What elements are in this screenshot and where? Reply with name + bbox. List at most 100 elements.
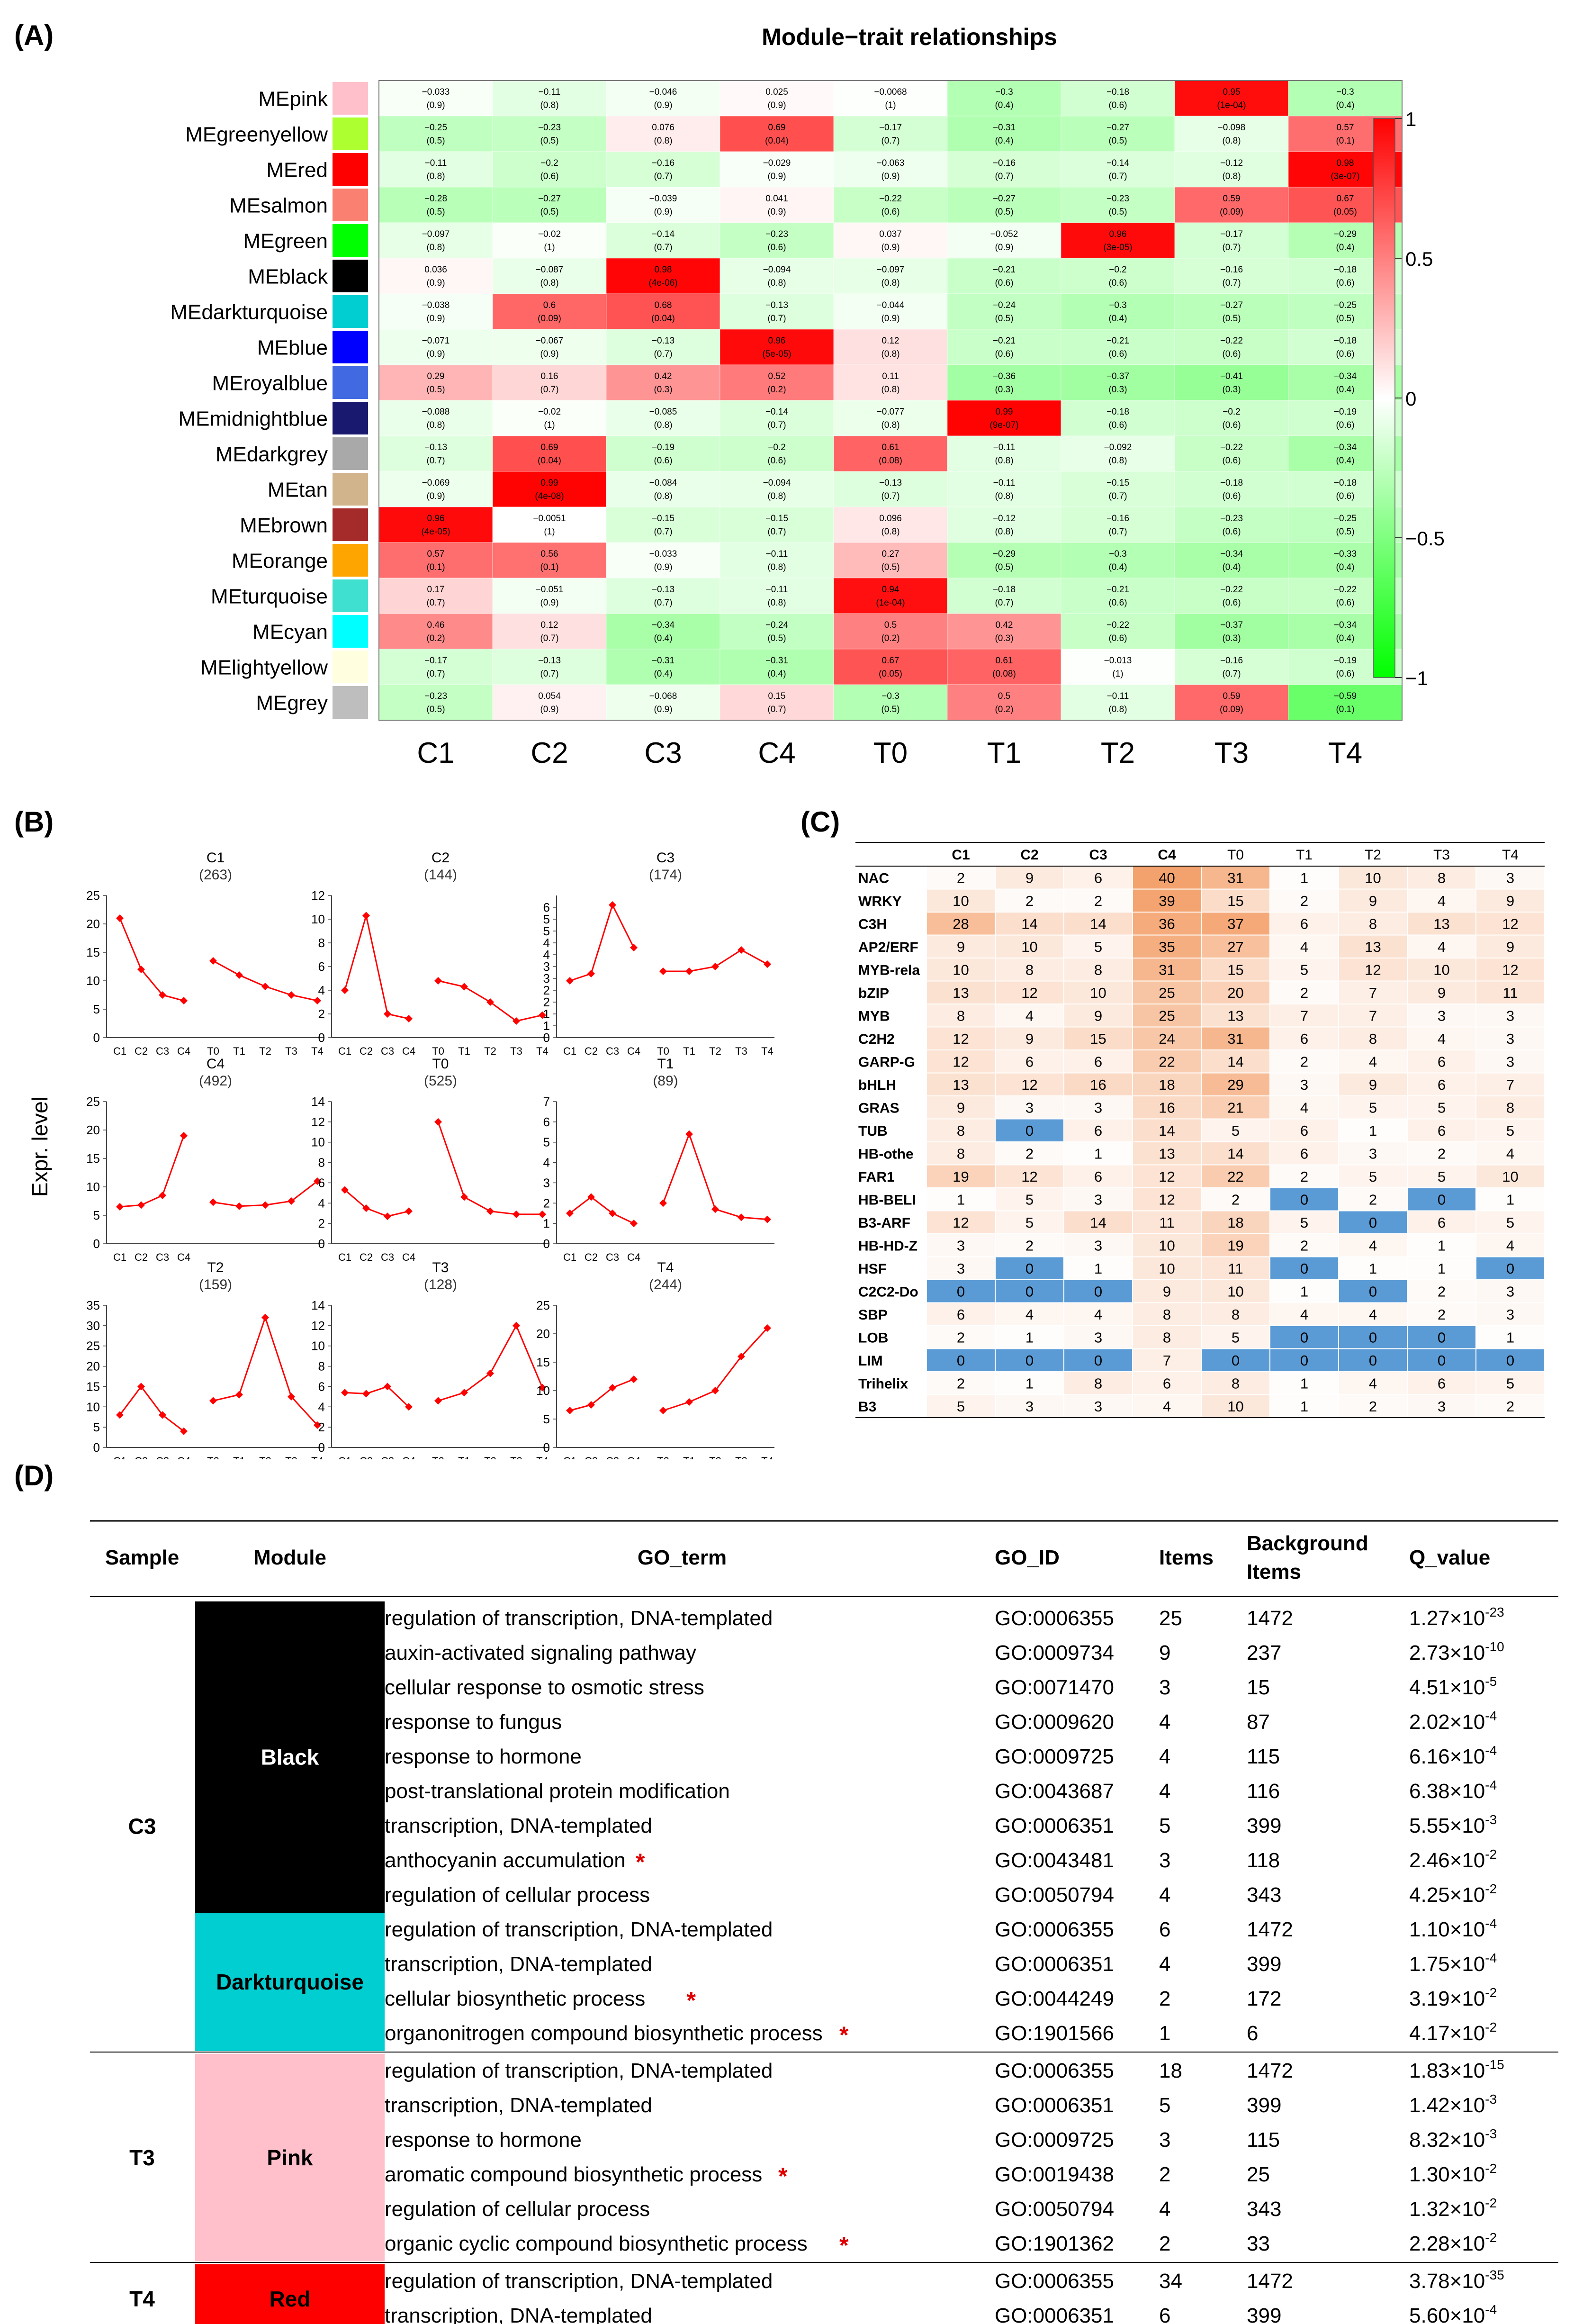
heatmap-cell-p: (0.7) [540,385,558,395]
table-col-header: T1 [1296,847,1313,863]
expr-point [314,1177,321,1185]
tf-family-label: LOB [858,1330,888,1346]
subplot-y-tick-label: 20 [86,1359,100,1374]
tf-count-cell [1202,867,1269,889]
heatmap-cell-r: 0.98 [655,265,672,275]
tf-count-cell [1133,1303,1201,1325]
subplot-y-tick-label: 2 [318,1007,325,1021]
go-items: 34 [1159,2270,1182,2293]
tf-count-cell [927,1027,995,1049]
heatmap-cell [378,435,493,472]
tf-count-cell [1064,1050,1132,1073]
heatmap-cell-r: −0.11 [1107,691,1129,701]
heatmap-cell [492,293,607,330]
heatmap-cell-r: −0.039 [649,194,677,204]
heatmap-cell-r: −0.094 [763,478,791,488]
heatmap-cell [492,649,607,685]
heatmap-cell-p: (0.7) [654,243,672,253]
heatmap-cell-p: (0.7) [1222,669,1241,679]
subplot-y-tick-label: 6 [318,959,325,974]
heatmap-cell-r: −0.11 [766,549,788,559]
q-mantissa: 2.02×10 [1409,1710,1485,1734]
heatmap-cell-p: (0.8) [654,136,672,146]
expr-point [209,1397,217,1405]
tf-count-value: 16 [1159,1099,1175,1116]
tf-count-cell [927,889,995,912]
expr-point [137,1201,145,1209]
table-col-header: T2 [1365,847,1381,863]
tf-count-value: 3 [1506,1306,1514,1323]
tf-family-label: LIM [858,1353,883,1369]
subplot-count: (244) [649,1277,682,1293]
heatmap-cell-p: (0.6) [995,349,1013,359]
tf-count-cell [1408,1372,1475,1394]
subplot-x-tick-label: C3 [606,1251,619,1263]
heatmap-cell-p: (0.1) [1336,136,1354,146]
heatmap-cell-p: (0.6) [1336,349,1354,359]
heatmap-cell-r: −0.084 [649,478,677,488]
tf-count-cell [927,1119,995,1141]
expr-line-left [344,915,409,1020]
tf-count-value: 10 [1365,869,1381,886]
subplot-x-tick-label: C4 [177,1045,190,1057]
heatmap-cell-p: (0.8) [1222,172,1241,181]
tf-count-cell [1202,1119,1269,1141]
heatmap-cell-r: −0.13 [424,443,447,452]
tf-count-value: 6 [1438,1214,1446,1231]
expr-line-right [213,1315,318,1426]
heatmap-cell [606,222,720,259]
heatmap-cell-r: −0.24 [993,300,1016,310]
heatmap-cell [1174,649,1289,685]
tf-count-value: 3 [1094,1191,1102,1208]
tf-count-value: 5 [1506,1214,1514,1231]
heatmap-cell [1061,116,1175,152]
q-mantissa: 4.51×10 [1409,1676,1485,1699]
tf-count-cell [1202,1027,1269,1049]
heatmap-cell [720,542,834,579]
subplot-y-tick-label: 5 [93,1420,100,1434]
tf-count-value: 5 [1025,1214,1034,1231]
heatmap-cell-r: 0.57 [1337,123,1354,133]
tf-count-cell [1270,1326,1338,1348]
heatmap-cell [1174,151,1289,188]
tf-count-value: 14 [1090,915,1106,932]
tf-count-value: 31 [1159,961,1175,978]
heatmap-cell-p: (0.5) [881,705,899,714]
tf-count-value: 3 [1094,1329,1102,1346]
heatmap-cell-r: −0.22 [879,194,902,204]
tf-count-cell [1476,1188,1544,1211]
heatmap-cell-p: (0.5) [426,705,445,714]
heatmap-cell-r: −0.24 [765,620,789,630]
tf-count-value: 8 [1369,1031,1377,1047]
tf-count-value: 9 [1438,985,1446,1001]
heatmap-cell-p: (0.8) [767,278,786,288]
expr-point [116,1203,124,1211]
expr-point [659,968,667,975]
heatmap-cell-r: −0.27 [1220,300,1243,310]
heatmap-cell-p: (0.5) [995,314,1013,324]
subplot-y-tick-label: 1 [543,1019,550,1033]
go-q-value: 2.28×10-2 [1409,2230,1497,2255]
tf-count-cell [1064,1096,1132,1119]
heatmap-cell-p: (0.9) [995,243,1013,253]
expr-point [288,1393,295,1401]
expr-point [486,1207,494,1215]
subplot-x-tick-label: T1 [458,1045,470,1057]
go-background-items: 115 [1247,2128,1280,2152]
subplot-y-tick-label: 0 [318,1440,325,1455]
heatmap-cell [947,80,1061,117]
heatmap-cell [833,506,948,543]
subplot-y-tick-label: 5 [543,1412,550,1426]
heatmap-cell [947,258,1061,294]
tf-count-cell [996,1280,1063,1302]
tf-count-value: 0 [1025,1122,1034,1139]
go-items: 25 [1159,1607,1182,1630]
subplot-x-tick-label: T0 [657,1045,669,1057]
go-background-items: 118 [1247,1849,1280,1872]
heatmap-cell [833,578,948,614]
heatmap-cell [947,222,1061,259]
heatmap-cell-r: −0.16 [993,158,1016,168]
heatmap-cell-p: (0.4) [1336,456,1354,466]
q-exponent: -3 [1485,1812,1497,1827]
tf-count-value: 2 [1438,1283,1446,1300]
